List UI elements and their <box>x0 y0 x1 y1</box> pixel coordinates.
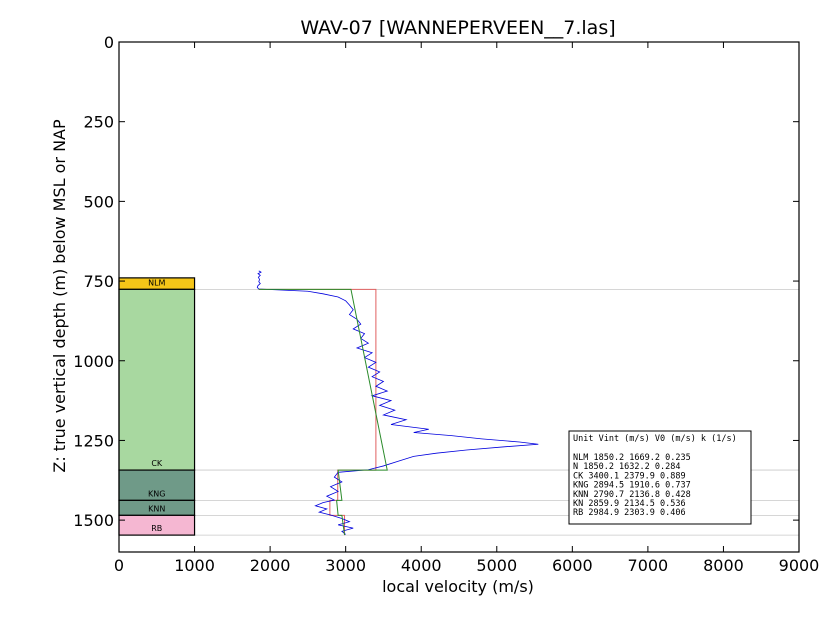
legend-row-4: KNN 2790.7 2136.8 0.428 <box>573 490 691 500</box>
y-tick-label-500: 500 <box>83 192 114 211</box>
trend-line <box>258 288 388 536</box>
unit-label-kng: KNG <box>148 489 165 498</box>
unit-block-ck <box>118 288 196 471</box>
x-tick-label-6000: 6000 <box>552 556 593 575</box>
unit-label-rb: RB <box>151 524 162 533</box>
unit-label-nlm: NLM <box>148 278 165 287</box>
y-tick-label-0: 0 <box>104 33 114 52</box>
y-tick-label-1000: 1000 <box>73 352 114 371</box>
legend-row-6: RB 2984.9 2303.9 0.406 <box>573 508 686 518</box>
x-tick-label-7000: 7000 <box>628 556 669 575</box>
unit-label-knn: KNN <box>148 504 165 513</box>
legend-row-0: NLM 1850.2 1669.2 0.235 <box>573 453 691 463</box>
y-axis-title: Z: true vertical depth (m) below MSL or … <box>50 119 69 473</box>
x-tick-label-2000: 2000 <box>250 556 291 575</box>
legend-box <box>568 430 752 525</box>
x-tick-label-0: 0 <box>114 556 124 575</box>
legend-row-3: KNG 2894.5 1910.6 0.737 <box>573 481 691 491</box>
y-tick-label-250: 250 <box>83 113 114 132</box>
y-tick-label-750: 750 <box>83 272 114 291</box>
x-tick-label-3000: 3000 <box>325 556 366 575</box>
chart-title: WAV-07 [WANNEPERVEEN__7.las] <box>300 17 615 39</box>
legend-header: Unit Vint (m/s) V0 (m/s) k (1/s) <box>573 434 737 444</box>
y-tick-label-1250: 1250 <box>73 431 114 450</box>
x-tick-label-9000: 9000 <box>779 556 820 575</box>
x-tick-label-1000: 1000 <box>174 556 215 575</box>
legend-row-1: N 1850.2 1632.2 0.284 <box>573 462 680 472</box>
x-tick-label-8000: 8000 <box>703 556 744 575</box>
y-tick-label-1500: 1500 <box>73 511 114 530</box>
x-axis-title: local velocity (m/s) <box>382 577 534 596</box>
plot-frame <box>118 41 800 553</box>
legend-row-2: CK 3400.1 2379.9 0.889 <box>573 471 686 481</box>
velocity-log-line <box>256 270 539 535</box>
x-tick-label-5000: 5000 <box>476 556 517 575</box>
x-tick-label-4000: 4000 <box>401 556 442 575</box>
unit-label-ck: CK <box>151 459 163 468</box>
legend-row-5: KN 2859.9 2134.5 0.536 <box>573 499 686 509</box>
